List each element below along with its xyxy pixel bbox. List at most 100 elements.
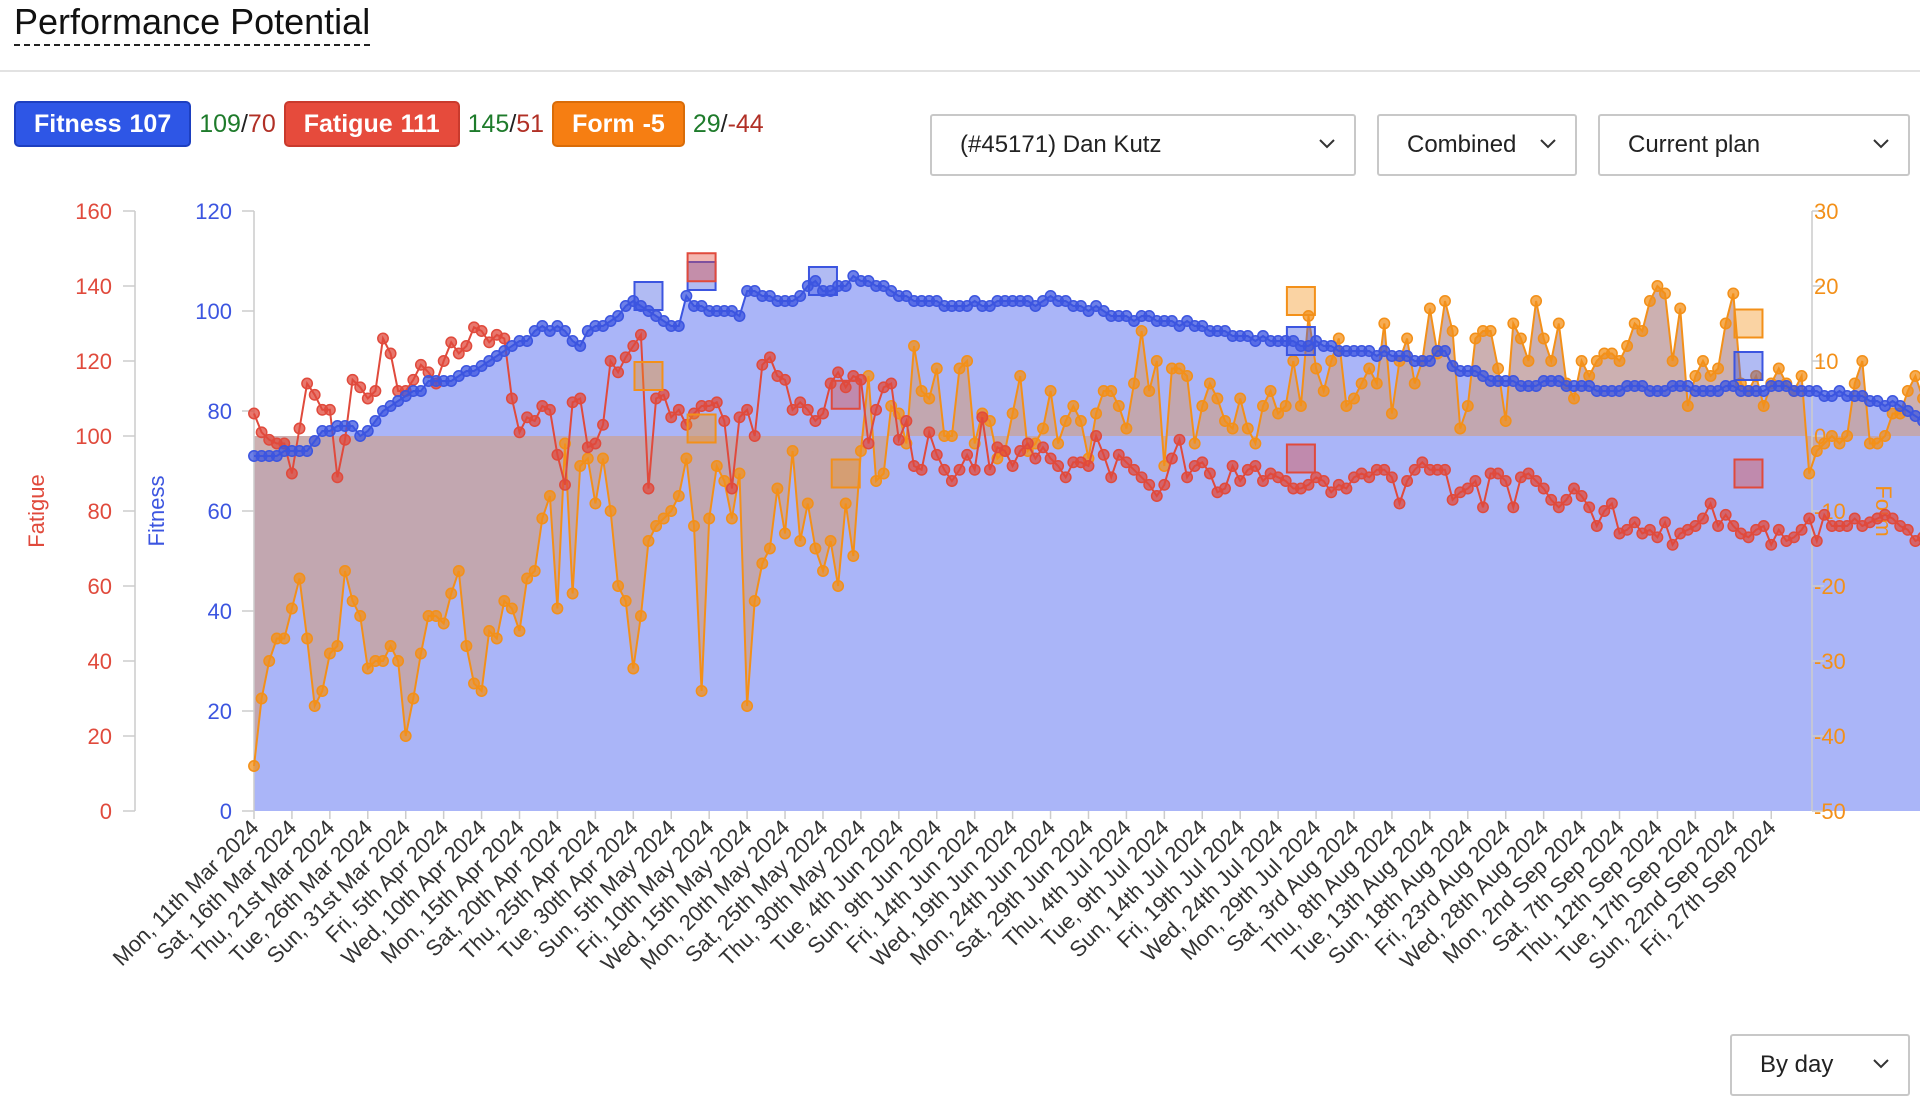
fatigue-point <box>968 463 981 476</box>
form-point <box>1211 392 1224 405</box>
form-point <box>915 385 928 397</box>
form-point <box>1332 332 1345 345</box>
fatigue-point <box>642 482 655 495</box>
fitness-tick-label: 80 <box>208 399 232 424</box>
fatigue-point <box>528 415 541 427</box>
form-point <box>1810 445 1823 457</box>
fatigue-point <box>1128 463 1140 476</box>
fatigue-point <box>1886 512 1899 525</box>
fatigue-point <box>1810 535 1823 547</box>
fatigue-point <box>1340 482 1353 495</box>
form-point <box>1856 355 1869 367</box>
fatigue-point <box>672 403 685 416</box>
form-point <box>847 550 860 562</box>
plan-select[interactable]: Current plan <box>1598 114 1910 176</box>
fatigue-point <box>1727 520 1740 532</box>
form-point <box>361 662 374 675</box>
fatigue-point <box>1021 437 1034 450</box>
form-point <box>490 632 503 645</box>
fatigue-point <box>1712 520 1725 532</box>
fatigue-point <box>1257 475 1269 487</box>
form-point <box>786 445 799 457</box>
fatigue-point <box>1090 430 1103 442</box>
form-point <box>1105 385 1118 397</box>
form-point <box>809 542 822 555</box>
form-point <box>1037 422 1049 435</box>
form-point <box>1545 355 1558 367</box>
form-point <box>1044 385 1057 397</box>
form-point <box>824 535 837 547</box>
fatigue-point <box>1901 523 1914 536</box>
form-point <box>1340 400 1353 412</box>
fatigue-point <box>1545 493 1558 506</box>
fatigue-point <box>1788 531 1800 544</box>
fatigue-point <box>1363 471 1376 484</box>
granularity-select[interactable]: By day <box>1730 1034 1910 1096</box>
form-point <box>1492 362 1505 375</box>
fatigue-point <box>1598 505 1611 517</box>
fatigue-point <box>498 332 511 345</box>
form-point <box>877 467 890 480</box>
fitness-point <box>414 385 427 397</box>
form-point <box>1590 355 1603 367</box>
athlete-select[interactable]: (#45171) Dan Kutz <box>930 114 1356 176</box>
form-point <box>1249 437 1262 450</box>
form-point <box>521 572 534 585</box>
form-point <box>1310 362 1323 375</box>
fatigue-point <box>794 396 807 409</box>
form-point <box>665 505 678 517</box>
fatigue-tick-label: 120 <box>75 349 112 374</box>
form-point <box>301 632 314 645</box>
fatigue-point <box>1006 460 1019 472</box>
form-point <box>961 355 974 367</box>
form-point <box>1423 302 1436 315</box>
fitness-axis-title: Fitness <box>144 476 169 547</box>
page-title: Performance Potential <box>14 0 371 46</box>
form-point <box>285 602 298 615</box>
form-point <box>1454 422 1467 435</box>
form-point <box>597 452 609 465</box>
fatigue-point <box>1499 475 1512 487</box>
fatigue-tick-label: 40 <box>88 649 112 674</box>
form-point <box>1196 400 1209 412</box>
form-point <box>460 640 473 652</box>
form-tick-label: -10 <box>1814 499 1846 524</box>
fatigue-point <box>1765 538 1778 551</box>
fatigue-point <box>1446 493 1459 506</box>
form-point <box>1188 437 1201 450</box>
fatigue-point <box>1818 508 1831 521</box>
fitness-badge-value: 107 <box>129 109 172 138</box>
form-point <box>923 392 936 405</box>
chart-type-select[interactable]: Combined <box>1377 114 1577 176</box>
fitness-point <box>839 280 852 292</box>
fatigue-tick-label: 160 <box>75 199 112 224</box>
fitness-marker <box>633 281 664 311</box>
form-badge[interactable]: Form -5 <box>552 101 685 147</box>
form-point <box>1355 377 1368 390</box>
form-point <box>293 572 306 585</box>
form-point <box>1643 295 1656 307</box>
form-point <box>1628 317 1641 330</box>
form-point <box>1530 295 1543 307</box>
fitness-marker <box>1733 351 1764 381</box>
fatigue-point <box>1219 482 1231 495</box>
form-tick-label: 10 <box>1814 349 1838 374</box>
fatigue-point <box>1393 497 1406 510</box>
fatigue-point <box>870 403 883 416</box>
form-point <box>543 490 556 502</box>
fitness-point <box>559 325 571 337</box>
fatigue-point <box>1537 482 1550 495</box>
form-tick-label: -40 <box>1814 724 1846 749</box>
fatigue-point <box>1552 501 1565 514</box>
form-point <box>1507 317 1520 330</box>
form-point <box>1279 400 1292 412</box>
fitness-point <box>672 320 685 332</box>
form-point <box>475 685 488 697</box>
form-point <box>468 677 480 690</box>
fitness-badge[interactable]: Fitness 107 <box>14 101 192 147</box>
fatigue-badge[interactable]: Fatigue 111 <box>283 101 460 147</box>
form-point <box>1203 377 1216 390</box>
fatigue-point <box>1568 482 1580 495</box>
form-point <box>1605 347 1618 360</box>
fatigue-tick-label: 140 <box>75 274 112 299</box>
